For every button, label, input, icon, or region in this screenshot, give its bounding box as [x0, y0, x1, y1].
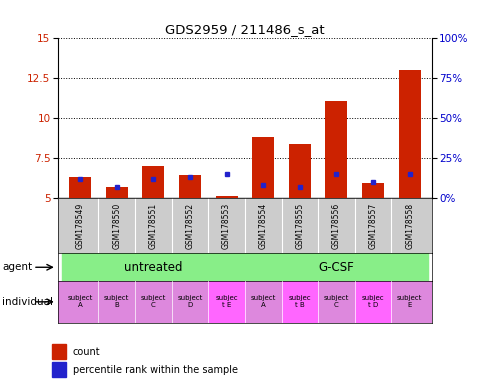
Text: subject
A: subject A: [250, 295, 275, 308]
Bar: [62, 253, 244, 281]
Bar: [252, 137, 273, 198]
Bar: [354, 281, 391, 323]
Text: count: count: [73, 347, 100, 357]
Text: subject
A: subject A: [67, 295, 92, 308]
Bar: [288, 144, 310, 198]
Text: GSM178549: GSM178549: [76, 202, 85, 249]
Text: GSM178550: GSM178550: [112, 202, 121, 249]
Text: percentile rank within the sample: percentile rank within the sample: [73, 365, 237, 375]
Text: subject
B: subject B: [104, 295, 129, 308]
Title: GDS2959 / 211486_s_at: GDS2959 / 211486_s_at: [165, 23, 324, 36]
Bar: [244, 253, 427, 281]
Text: GSM178553: GSM178553: [222, 202, 231, 249]
Text: GSM178558: GSM178558: [404, 202, 413, 249]
Bar: [281, 281, 318, 323]
Bar: [52, 344, 66, 359]
Text: subject
E: subject E: [396, 295, 422, 308]
Text: untreated: untreated: [124, 261, 182, 274]
Bar: [69, 177, 91, 198]
Text: GSM178557: GSM178557: [368, 202, 377, 249]
Bar: [362, 184, 383, 198]
Text: GSM178552: GSM178552: [185, 202, 194, 249]
Text: GSM178556: GSM178556: [331, 202, 340, 249]
Text: subjec
t E: subjec t E: [215, 295, 238, 308]
Bar: [179, 175, 200, 198]
Text: individual: individual: [2, 297, 53, 307]
Text: agent: agent: [2, 262, 32, 272]
Text: GSM178554: GSM178554: [258, 202, 267, 249]
Text: subjec
t B: subjec t B: [288, 295, 311, 308]
Bar: [215, 196, 237, 198]
Bar: [325, 101, 347, 198]
Bar: [208, 281, 244, 323]
Bar: [398, 70, 420, 198]
Bar: [142, 166, 164, 198]
Bar: [106, 187, 127, 198]
Text: subject
C: subject C: [323, 295, 348, 308]
Text: GSM178555: GSM178555: [295, 202, 304, 249]
Text: GSM178551: GSM178551: [149, 202, 158, 249]
Text: subject
D: subject D: [177, 295, 202, 308]
Text: G-CSF: G-CSF: [318, 261, 354, 274]
Text: subject
C: subject C: [140, 295, 166, 308]
Text: subjec
t D: subjec t D: [361, 295, 384, 308]
Bar: [52, 362, 66, 377]
